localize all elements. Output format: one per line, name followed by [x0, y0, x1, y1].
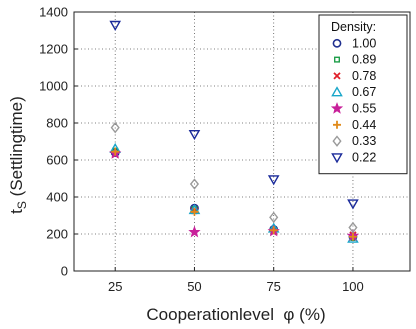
x-tick-label: 100 [342, 279, 364, 294]
x-tick-label: 75 [266, 279, 280, 294]
y-tick-label: 1200 [39, 42, 68, 57]
legend-label: 0.55 [352, 102, 376, 116]
y-tick-label: 0 [61, 264, 68, 279]
y-axis-label-tail: (Settlingtime) [7, 96, 26, 201]
x-axis-label: Cooperationlevel φ (%) [146, 305, 325, 324]
data-point [270, 213, 277, 222]
legend-label: 0.22 [352, 150, 376, 164]
legend-label: 0.33 [352, 134, 376, 148]
y-tick-label: 200 [46, 227, 68, 242]
legend-label: 0.67 [352, 85, 376, 99]
legend-label: 0.44 [352, 118, 376, 132]
y-tick-label: 600 [46, 153, 68, 168]
legend-title: Density: [331, 20, 376, 34]
legend-label: 0.89 [352, 53, 376, 67]
y-tick-label: 400 [46, 190, 68, 205]
x-tick-label: 25 [108, 279, 122, 294]
data-point [189, 227, 200, 237]
y-tick-label: 1400 [39, 5, 68, 20]
y-tick-label: 1000 [39, 79, 68, 94]
legend-label: 0.78 [352, 69, 376, 83]
legend: Density: 1.00 0.89 0.78 0.67 0.55 0.44 0.33 0.22 [319, 15, 407, 174]
y-tick-label: 800 [46, 116, 68, 131]
legend-label: 1.00 [352, 36, 376, 50]
y-axis-label-subscript: S [15, 201, 29, 209]
x-tick-label: 50 [187, 279, 201, 294]
y-axis-label: tS (Settlingtime) [7, 96, 29, 214]
y-axis-ticks: 0 200 400 600 800 1000 1200 1400 [39, 5, 78, 279]
